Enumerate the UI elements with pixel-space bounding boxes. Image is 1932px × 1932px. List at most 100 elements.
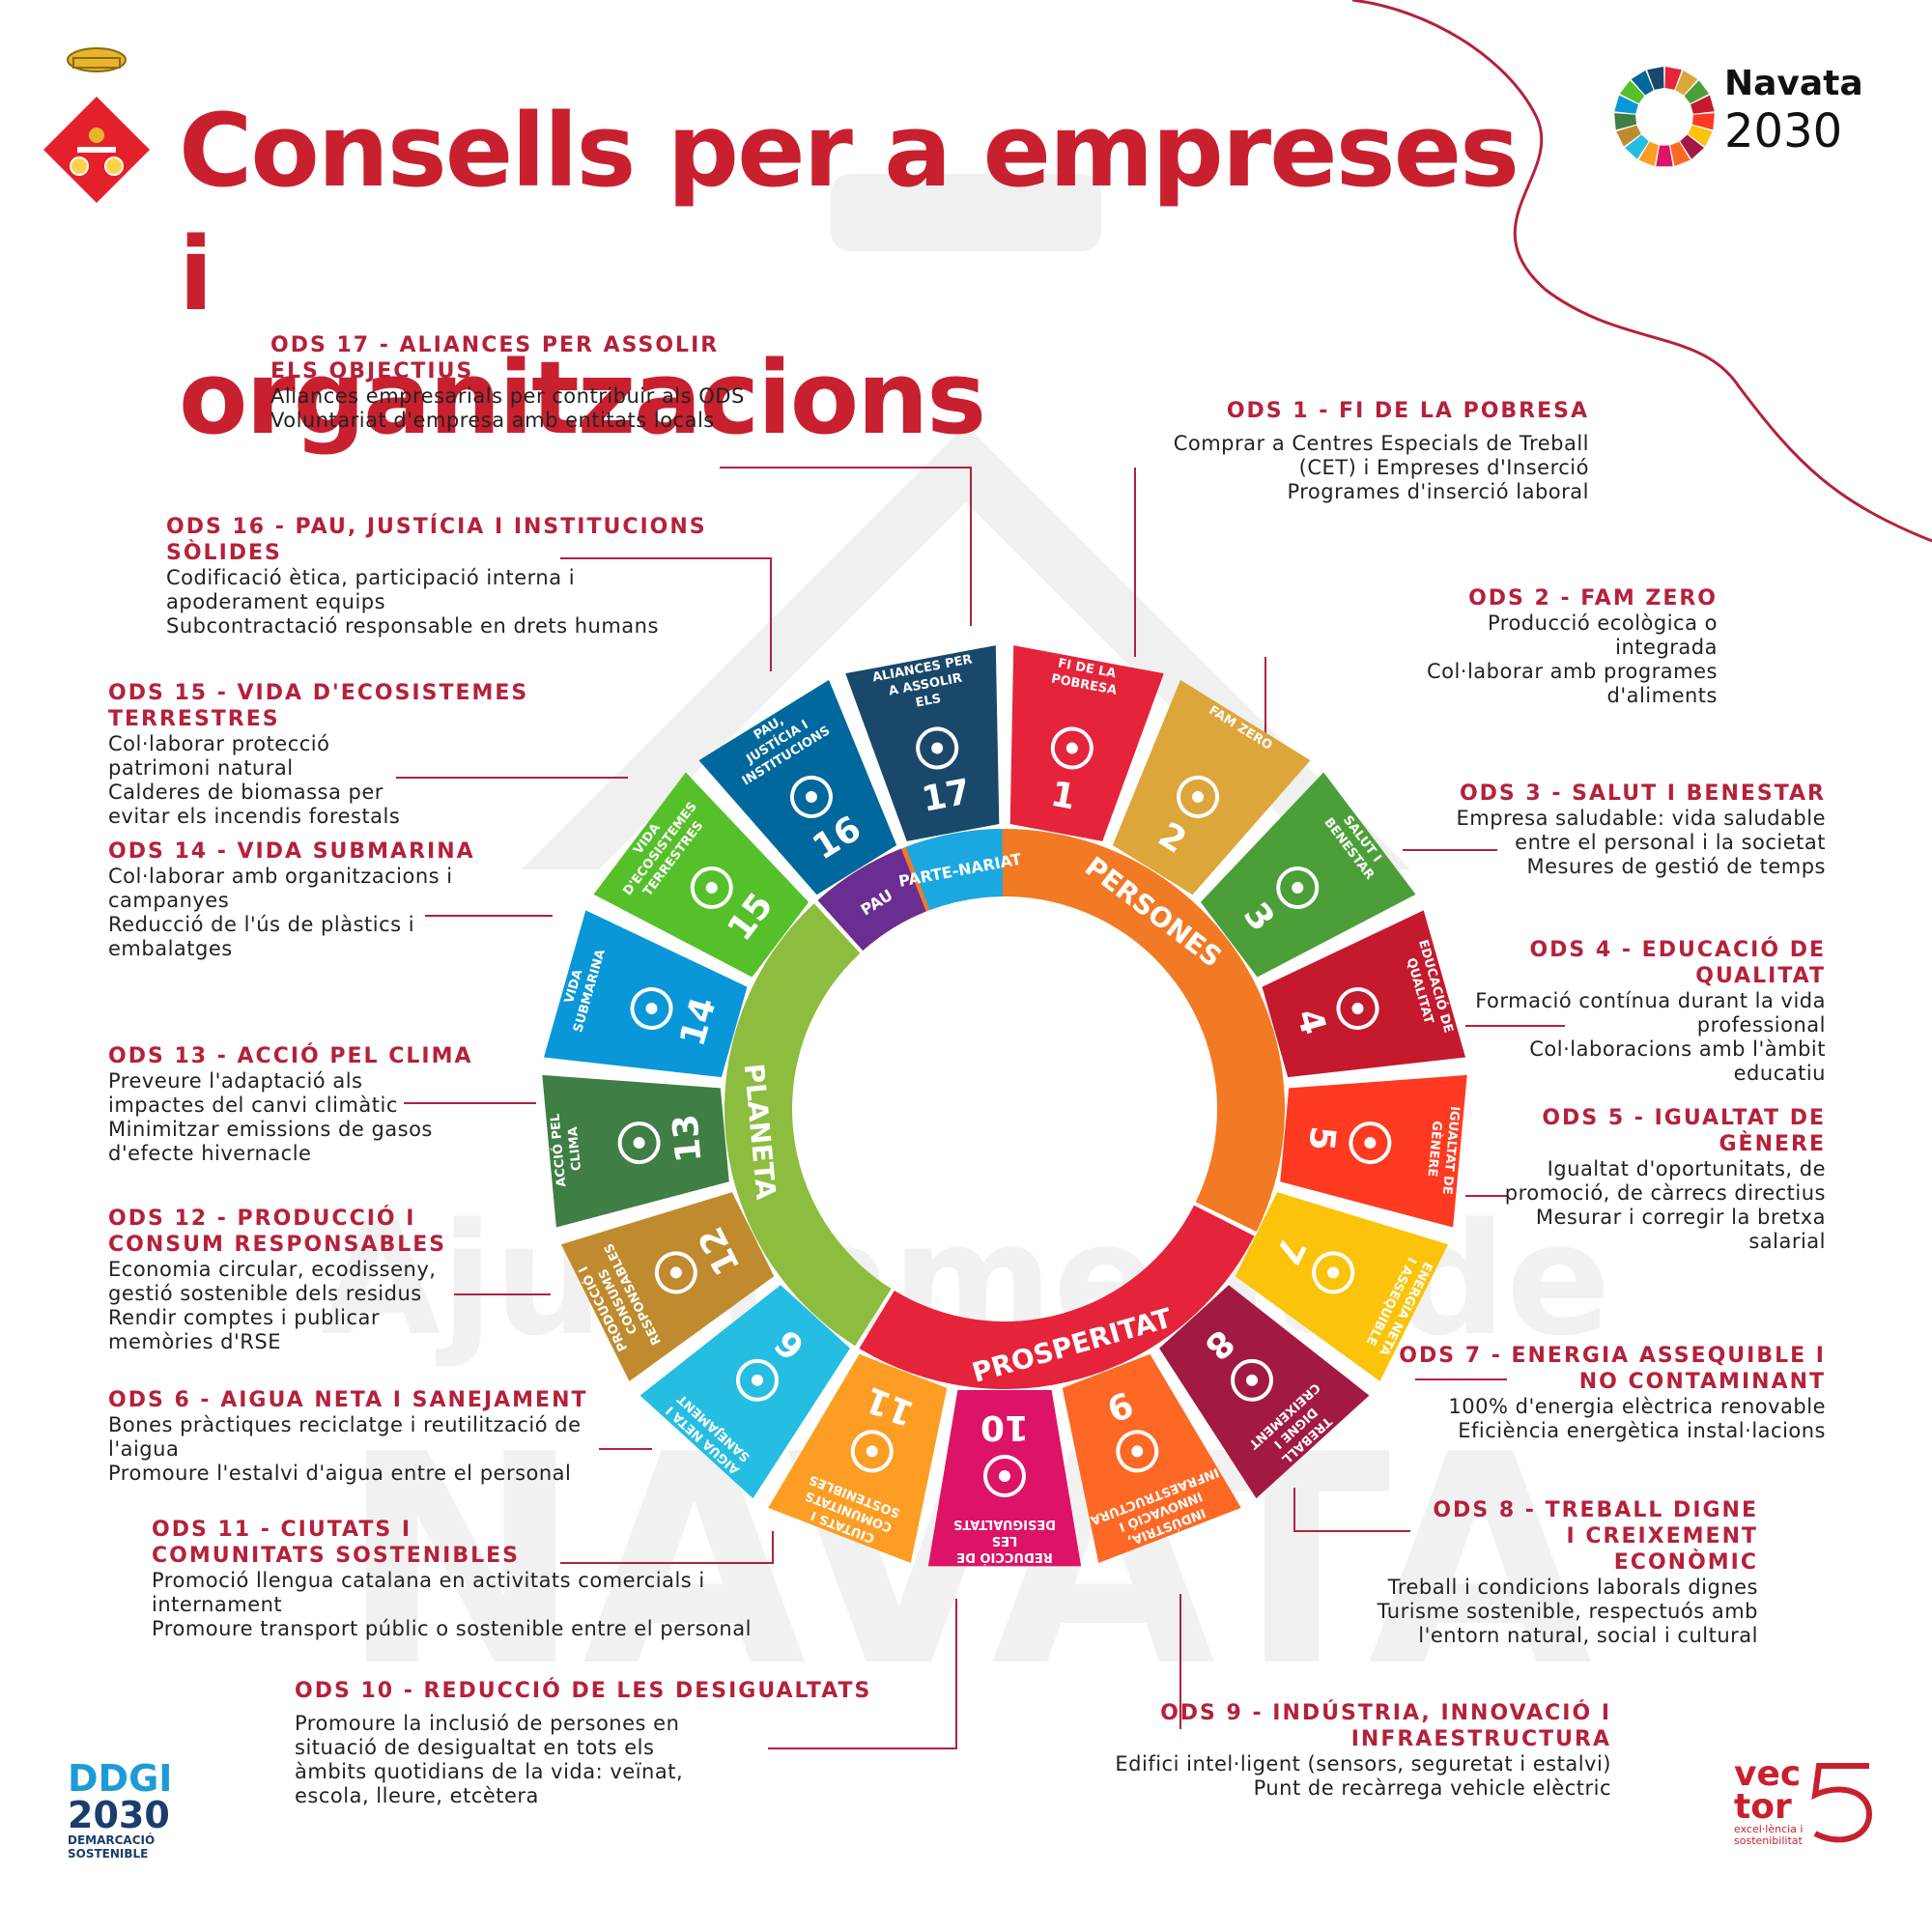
ods3-block: ODS 3 - SALUT I BENESTAR Empresa saludab… xyxy=(1439,781,1826,879)
brand-name: Navata xyxy=(1724,64,1863,103)
sdg-label-13-0: ACCIÓ PEL xyxy=(547,1113,569,1187)
dove-icon xyxy=(789,775,833,818)
ods14-block: ODS 14 - VIDA SUBMARINA Col·laborar amb … xyxy=(108,838,495,961)
fish-icon xyxy=(630,987,673,1031)
ods1-block: ODS 1 - FI DE LA POBRESA Comprar a Centr… xyxy=(1140,398,1589,504)
title-line2: organitzacions xyxy=(179,339,986,457)
ods8-heading: ODS 8 - TREBALL DIGNE I CREIXEMENT ECONÒ… xyxy=(1433,1498,1758,1575)
connector-line-7 xyxy=(560,1531,774,1564)
sdg-number-10: 10 xyxy=(980,1407,1029,1447)
brand-year: 2030 xyxy=(1724,104,1843,158)
ods17-text-2: Voluntariat d'empresa amb entitats local… xyxy=(270,409,715,432)
ods17-heading: ODS 17 - ALIANCES PER ASSOLIR ELS OBJECT… xyxy=(270,333,720,384)
ods9-heading: ODS 9 - INDÚSTRIA, INNOVACIÓ I INFRAESTR… xyxy=(1160,1701,1611,1751)
ods6-block: ODS 6 - AIGUA NETA I SANEJAMENT Bones pr… xyxy=(108,1387,611,1486)
ods1-heading: ODS 1 - FI DE LA POBRESA xyxy=(1226,399,1589,423)
ring-planeta xyxy=(724,903,892,1347)
connector-lines xyxy=(396,467,1565,1749)
growth-icon xyxy=(1231,1358,1274,1402)
ods6-text-2: Promoure l'estalvi d'aigua entre el pers… xyxy=(108,1462,572,1485)
ods8-text-1: Treball i condicions laborals dignes xyxy=(1387,1576,1758,1599)
ods8-text-2: Turisme sostenible, respectuós amb l'ent… xyxy=(1377,1600,1758,1647)
ods15-text-2: Calderes de biomassa per evitar els ince… xyxy=(108,781,401,828)
ods14-text-2: Reducció de l'ús de plàstics i embalatge… xyxy=(108,913,415,960)
sun-icon xyxy=(1312,1251,1355,1294)
city-icon xyxy=(850,1430,894,1473)
ods7-heading: ODS 7 - ENERGIA ASSEQUIBLE I NO CONTAMIN… xyxy=(1399,1344,1826,1394)
ods11-text-1: Promoció llengua catalana en activitats … xyxy=(152,1569,705,1616)
family-icon xyxy=(1050,726,1094,770)
ods16-heading: ODS 16 - PAU, JUSTÍCIA I INSTITUCIONS SÒ… xyxy=(166,515,707,565)
vector-line2: tor xyxy=(1734,1787,1792,1827)
mini-ring-segment-3 xyxy=(1684,80,1710,104)
connector-line-1 xyxy=(560,557,772,671)
eye-globe-icon xyxy=(617,1122,661,1165)
sdg-ring-logo xyxy=(1614,67,1715,167)
water-icon xyxy=(735,1358,779,1402)
mini-ring-segment-2 xyxy=(1675,70,1698,96)
ods2-heading: ODS 2 - FAM ZERO xyxy=(1468,586,1718,611)
ddgi-line4: SOSTENIBLE xyxy=(68,1847,149,1861)
connector-line-0 xyxy=(720,467,972,626)
ring-partenariat xyxy=(905,829,1004,911)
page-title: Consells per a empreses i organitzacions xyxy=(179,89,1531,460)
ods5-block: ODS 5 - IGUALTAT DE GÈNERE Igualtat d'op… xyxy=(1478,1105,1826,1254)
sdg-number-13: 13 xyxy=(666,1113,709,1165)
sdg-label-17-2: ELS xyxy=(915,692,943,711)
ods15-heading: ODS 15 - VIDA D'ECOSISTEMES TERRESTRES xyxy=(108,681,529,731)
mini-ring-segment-15 xyxy=(1619,80,1645,104)
ods15-text-1: Col·laborar protecció patrimoni natural xyxy=(108,732,330,780)
vector-line1: vec xyxy=(1734,1754,1802,1794)
mini-ring-segment-11 xyxy=(1638,141,1659,166)
sdg-label-10-2: DESIGUALTATS xyxy=(953,1517,1056,1531)
ods14-text-1: Col·laborar amb organitzacions i campany… xyxy=(108,865,453,912)
ods11-text-2: Promoure transport públic o sostenible e… xyxy=(152,1617,752,1640)
ods6-text-1: Bones pràctiques reciclatge i reutilitza… xyxy=(108,1413,582,1461)
vector-sub1: excel·lència i xyxy=(1734,1823,1804,1835)
coat-of-arms-logo xyxy=(43,47,150,203)
ods10-block: ODS 10 - REDUCCIÓ DE LES DESIGUALTATS Pr… xyxy=(295,1678,874,1808)
sdg-number-5: 5 xyxy=(1301,1124,1343,1152)
mini-ring-segment-9 xyxy=(1670,141,1690,166)
cubes-icon xyxy=(1116,1430,1159,1473)
ods9-block: ODS 9 - INDÚSTRIA, INNOVACIÓ I INFRAESTR… xyxy=(1092,1700,1611,1801)
ods17-text-1: Aliances empresarials per contribuir als… xyxy=(270,384,745,408)
connector-line-8 xyxy=(768,1599,957,1749)
ods2-text-1: Producció ecològica o integrada xyxy=(1487,611,1718,659)
mini-ring-segment-1 xyxy=(1664,67,1682,90)
ods12-text-1: Economia circular, ecodisseny, gestió so… xyxy=(108,1258,437,1305)
ods3-heading: ODS 3 - SALUT I BENESTAR xyxy=(1459,781,1826,806)
ods7-block: ODS 7 - ENERGIA ASSEQUIBLE I NO CONTAMIN… xyxy=(1391,1343,1826,1443)
mini-ring-segment-6 xyxy=(1625,134,1649,159)
ods5-heading: ODS 5 - IGUALTAT DE GÈNERE xyxy=(1542,1106,1826,1156)
ods8-block: ODS 8 - TREBALL DIGNE I CREIXEMENT ECONÒ… xyxy=(1333,1497,1758,1648)
ods16-text-1: Codificació ètica, participació interna … xyxy=(166,566,576,613)
ods7-text-1: 100% d'energia elèctrica renovable xyxy=(1448,1395,1826,1418)
ods2-text-2: Col·laborar amb programes d'aliments xyxy=(1426,660,1718,707)
ods3-text-2: Mesures de gestió de temps xyxy=(1526,855,1826,878)
mini-ring-segment-7 xyxy=(1688,125,1713,147)
vector-sub2: sostenibilitat xyxy=(1734,1834,1803,1847)
mini-ring-segment-10 xyxy=(1656,145,1673,167)
ods14-heading: ODS 14 - VIDA SUBMARINA xyxy=(108,839,475,864)
ods12-heading: ODS 12 - PRODUCCIÓ I CONSUM RESPONSABLES xyxy=(108,1207,447,1257)
gender-icon xyxy=(1349,1122,1392,1165)
connector-line-15 xyxy=(1293,1488,1410,1532)
infinity-icon xyxy=(654,1251,697,1294)
ods10-heading: ODS 10 - REDUCCIÓ DE LES DESIGUALTATS xyxy=(295,1679,872,1703)
ods12-block: ODS 12 - PRODUCCIÓ I CONSUM RESPONSABLES… xyxy=(108,1206,514,1354)
bowl-icon xyxy=(1177,775,1220,818)
ods11-heading: ODS 11 - CIUTATS I COMUNITATS SOSTENIBLE… xyxy=(152,1518,521,1568)
ring-prosperitat xyxy=(859,1205,1255,1390)
ods7-text-2: Eficiència energètica instal·lacions xyxy=(1458,1419,1826,1442)
mini-ring-segment-14 xyxy=(1614,95,1638,114)
ods16-block: ODS 16 - PAU, JUSTÍCIA I INSTITUCIONS SÒ… xyxy=(166,514,707,639)
mini-ring-segment-5 xyxy=(1691,113,1715,130)
equal-icon xyxy=(983,1455,1026,1497)
tree-icon xyxy=(690,866,733,909)
ring-persones xyxy=(817,829,1285,1232)
heartbeat-icon xyxy=(1276,866,1320,909)
ods4-text-2: Col·laboracions amb l'àmbit educatiu xyxy=(1529,1037,1826,1085)
